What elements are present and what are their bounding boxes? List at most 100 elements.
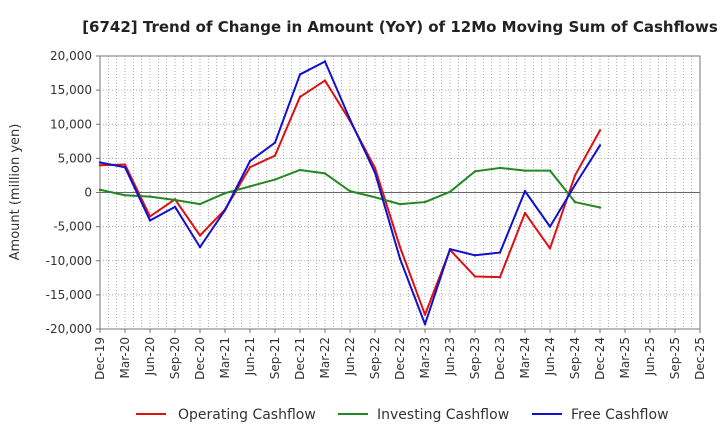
chart-legend: Operating Cashflow Investing Cashflow Fr…: [136, 407, 669, 423]
x-tick-label: Jun-24: [543, 337, 557, 376]
data-point: [473, 170, 477, 173]
x-tick-label: Jun-25: [643, 337, 657, 376]
data-point: [498, 251, 502, 254]
x-tick-label: Sep-23: [468, 337, 482, 379]
data-point: [523, 189, 527, 193]
y-tick-label: -10,000: [46, 254, 92, 268]
x-tick-label: Sep-24: [568, 337, 582, 379]
chart-title: [6742] Trend of Change in Amount (YoY) o…: [82, 18, 718, 36]
y-tick-label: 15,000: [50, 83, 92, 97]
data-point: [248, 159, 252, 163]
data-point: [148, 195, 152, 198]
data-point: [573, 200, 577, 204]
data-point: [173, 198, 177, 202]
y-tick-label: -20,000: [46, 322, 92, 336]
data-point: [398, 202, 402, 206]
x-tick-label: Jun-22: [343, 337, 357, 376]
data-point: [323, 172, 327, 175]
data-point: [323, 79, 327, 82]
data-point: [198, 202, 202, 206]
data-point: [523, 211, 527, 215]
data-point: [148, 219, 152, 222]
x-tick-label: Dec-24: [593, 337, 607, 380]
data-point: [448, 190, 452, 194]
data-point: [98, 164, 102, 167]
data-point: [273, 178, 277, 181]
y-tick-label: 5,000: [58, 151, 92, 165]
data-point: [398, 257, 402, 260]
x-tick-label: Dec-23: [493, 337, 507, 380]
x-tick-label: Mar-25: [618, 337, 632, 378]
data-point: [548, 169, 552, 172]
data-point: [298, 73, 302, 76]
data-point: [373, 171, 377, 174]
y-axis-label: Amount (million yen): [8, 124, 23, 261]
data-point: [598, 206, 602, 209]
data-point: [223, 209, 227, 212]
data-point: [448, 247, 452, 251]
data-point: [98, 161, 102, 164]
data-point: [523, 169, 527, 172]
data-point: [348, 189, 352, 193]
series-lines: [98, 60, 602, 326]
data-point: [548, 225, 552, 228]
data-point: [323, 60, 327, 63]
legend-label-free: Free Cashflow: [571, 407, 669, 423]
data-point: [573, 174, 577, 177]
data-point: [123, 163, 127, 166]
data-point: [548, 247, 552, 250]
y-tick-label: 0: [84, 186, 92, 200]
x-tick-label: Sep-21: [268, 337, 282, 379]
data-point: [98, 188, 102, 191]
data-point: [598, 144, 602, 147]
x-tick-label: Mar-22: [318, 337, 332, 378]
data-point: [423, 323, 427, 326]
x-axis-ticks: Dec-19 Mar-20 Jun-20 Sep-20 Dec-20 Mar-21 Jun-…: [93, 329, 707, 380]
data-point: [598, 129, 602, 132]
x-tick-label: Dec-25: [693, 337, 707, 380]
x-tick-label: Sep-20: [168, 337, 182, 379]
x-tick-label: Dec-19: [93, 337, 107, 380]
x-tick-label: Sep-22: [368, 337, 382, 379]
data-point: [498, 166, 502, 170]
data-point: [273, 141, 277, 144]
y-tick-label: 10,000: [50, 117, 92, 131]
y-tick-label: -15,000: [46, 288, 92, 302]
x-tick-label: Jun-20: [143, 337, 157, 376]
data-point: [573, 183, 577, 187]
x-tick-label: Dec-22: [393, 337, 407, 380]
y-tick-label: -5,000: [53, 220, 92, 234]
data-point: [373, 196, 377, 199]
data-point: [498, 275, 502, 279]
data-point: [198, 245, 202, 249]
x-tick-label: Jun-23: [443, 337, 457, 376]
y-axis-ticks: 20,000 15,000 10,000 5,000 0 -5,000 -10,000 -15…: [46, 49, 100, 336]
data-point: [423, 200, 427, 204]
data-point: [248, 166, 252, 169]
data-point: [298, 95, 302, 99]
legend-label-investing: Investing Cashflow: [377, 407, 509, 423]
legend-label-operating: Operating Cashflow: [178, 407, 316, 423]
x-tick-label: Mar-21: [218, 337, 232, 378]
data-point: [473, 275, 477, 278]
x-tick-label: Jun-21: [243, 337, 257, 376]
x-tick-label: Sep-25: [668, 337, 682, 379]
x-tick-label: Dec-20: [193, 337, 207, 380]
data-point: [173, 205, 177, 209]
data-point: [123, 166, 127, 169]
data-point: [273, 154, 277, 157]
data-point: [248, 185, 252, 188]
y-tick-label: 20,000: [50, 49, 92, 63]
data-point: [123, 194, 127, 197]
x-tick-label: Mar-20: [118, 337, 132, 378]
data-point: [473, 254, 477, 257]
x-tick-label: Dec-21: [293, 337, 307, 380]
data-point: [298, 168, 302, 172]
data-point: [223, 191, 227, 195]
data-point: [348, 118, 352, 121]
x-tick-label: Mar-23: [418, 337, 432, 378]
x-tick-label: Mar-24: [518, 337, 532, 378]
data-point: [373, 166, 377, 170]
